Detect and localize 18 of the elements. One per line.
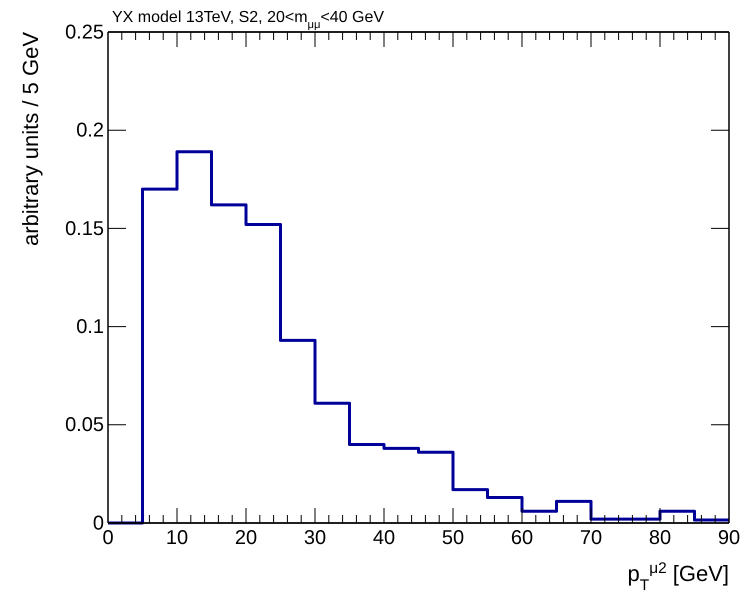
x-tick-label: 30 bbox=[304, 527, 326, 550]
x-tick-label: 70 bbox=[580, 527, 602, 550]
x-axis-title: p$_{T}$$^{μ2}$ [GeV] bbox=[628, 560, 729, 593]
x-tick-label: 40 bbox=[372, 527, 396, 550]
y-tick-label: 0 bbox=[92, 512, 104, 534]
y-tick-label: 0.05 bbox=[65, 414, 104, 436]
x-tick-label: 50 bbox=[442, 527, 464, 550]
y-tick-label: 0.15 bbox=[65, 218, 104, 240]
x-tick-label: 10 bbox=[166, 527, 188, 550]
y-tick-label: 0.1 bbox=[76, 316, 104, 338]
x-tick-label: 60 bbox=[510, 527, 534, 550]
chart-title: YX model 13TeV, S2, 20<m$_{μμ}$<40 GeV bbox=[112, 9, 384, 31]
x-tick-label: 80 bbox=[648, 527, 672, 550]
y-tick-label: 0.2 bbox=[76, 120, 104, 142]
x-tick-label: 90 bbox=[718, 527, 740, 550]
y-axis-title: arbitrary units / 5 GeV bbox=[18, 32, 43, 246]
y-tick-label: 0.25 bbox=[65, 21, 104, 44]
x-tick-label: 20 bbox=[234, 527, 258, 550]
